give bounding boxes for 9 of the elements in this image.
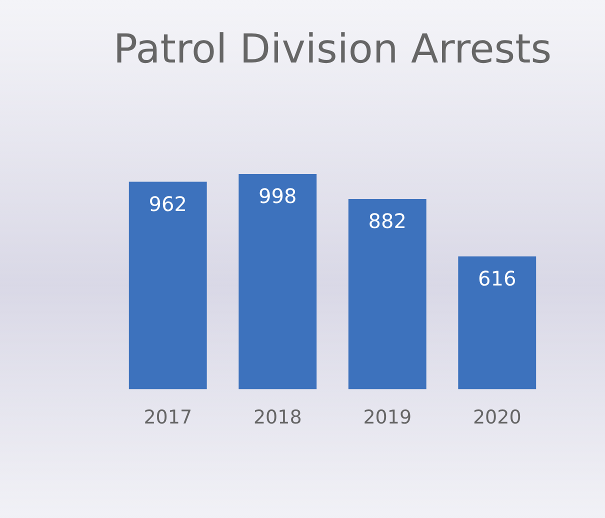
data-label: 998	[258, 184, 297, 208]
x-tick-label: 2019	[363, 406, 412, 429]
data-label: 962	[148, 192, 187, 216]
x-tick-label: 2018	[253, 406, 302, 429]
chart-title: Patrol Division Arrests	[113, 26, 552, 72]
x-tick-label: 2017	[144, 406, 192, 429]
data-label: 616	[478, 266, 516, 291]
data-label: 882	[368, 209, 406, 234]
x-tick-label: 2020	[472, 406, 522, 429]
